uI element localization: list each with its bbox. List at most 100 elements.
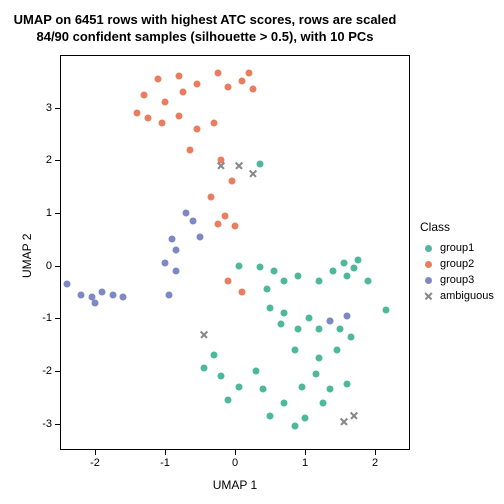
data-point-group3 xyxy=(197,233,204,240)
legend-label: ambiguous xyxy=(440,290,494,302)
data-point-group2 xyxy=(214,220,221,227)
legend-item-ambiguous: ambiguous xyxy=(420,288,494,304)
y-tick-label: 1 xyxy=(32,207,52,219)
data-point-group3 xyxy=(165,291,172,298)
data-point-group2 xyxy=(232,223,239,230)
data-point-group1 xyxy=(302,415,309,422)
x-tick-label: 1 xyxy=(302,457,308,469)
x-tick-label: 2 xyxy=(372,457,378,469)
data-point-group1 xyxy=(305,315,312,322)
data-point-group1 xyxy=(211,352,218,359)
legend-item-group2: group2 xyxy=(420,256,494,272)
data-point-group2 xyxy=(155,75,162,82)
data-point-group1 xyxy=(263,286,270,293)
data-point-group1 xyxy=(365,278,372,285)
legend: Class group1group2group3ambiguous xyxy=(420,220,494,304)
data-point-group1 xyxy=(295,273,302,280)
legend-label: group3 xyxy=(440,274,474,286)
data-point-group3 xyxy=(162,260,169,267)
data-point-group1 xyxy=(225,396,232,403)
x-tick xyxy=(235,450,236,455)
title-line-1: UMAP on 6451 rows with highest ATC score… xyxy=(0,12,410,29)
data-point-group1 xyxy=(270,267,277,274)
data-point-group3 xyxy=(120,294,127,301)
data-point-group1 xyxy=(326,386,333,393)
data-point-ambiguous xyxy=(234,161,243,170)
data-point-group1 xyxy=(354,257,361,264)
data-point-group1 xyxy=(312,370,319,377)
data-point-group1 xyxy=(319,399,326,406)
data-point-group1 xyxy=(316,325,323,332)
data-point-group1 xyxy=(333,346,340,353)
data-point-group2 xyxy=(193,80,200,87)
y-tick-label: -1 xyxy=(32,312,52,324)
data-point-group1 xyxy=(316,278,323,285)
legend-symbol xyxy=(420,256,436,272)
data-point-group2 xyxy=(225,278,232,285)
data-point-group2 xyxy=(179,88,186,95)
data-point-group1 xyxy=(351,265,358,272)
data-point-group1 xyxy=(253,368,260,375)
data-point-group2 xyxy=(249,86,256,93)
data-point-group2 xyxy=(134,109,141,116)
title-line-2: 84/90 confident samples (silhouette > 0.… xyxy=(0,29,410,46)
data-point-group3 xyxy=(344,312,351,319)
data-point-group2 xyxy=(176,73,183,80)
data-point-group1 xyxy=(218,373,225,380)
data-point-group1 xyxy=(235,383,242,390)
y-tick-label: -2 xyxy=(32,365,52,377)
data-point-group2 xyxy=(207,194,214,201)
data-point-group1 xyxy=(340,260,347,267)
data-point-group1 xyxy=(344,273,351,280)
data-point-group2 xyxy=(176,112,183,119)
data-point-group1 xyxy=(281,399,288,406)
data-point-group2 xyxy=(162,99,169,106)
x-tick-label: -1 xyxy=(160,457,170,469)
x-tick xyxy=(305,450,306,455)
data-point-group2 xyxy=(239,78,246,85)
data-point-group2 xyxy=(211,120,218,127)
data-point-group3 xyxy=(109,291,116,298)
data-point-ambiguous xyxy=(350,411,359,420)
data-point-group2 xyxy=(239,289,246,296)
data-point-group1 xyxy=(316,354,323,361)
data-point-group1 xyxy=(337,325,344,332)
legend-item-group1: group1 xyxy=(420,240,494,256)
data-point-group2 xyxy=(221,212,228,219)
y-tick-label: 3 xyxy=(32,102,52,114)
data-point-group1 xyxy=(267,304,274,311)
data-point-group1 xyxy=(256,161,263,168)
x-tick-label: -2 xyxy=(90,457,100,469)
data-point-group1 xyxy=(277,320,284,327)
data-point-group1 xyxy=(235,262,242,269)
data-point-group2 xyxy=(246,70,253,77)
x-tick-label: 0 xyxy=(232,457,238,469)
data-point-group2 xyxy=(214,70,221,77)
x-tick xyxy=(95,450,96,455)
data-point-group2 xyxy=(186,146,193,153)
data-point-group1 xyxy=(260,386,267,393)
data-point-group1 xyxy=(291,423,298,430)
data-point-group1 xyxy=(256,264,263,271)
data-point-group3 xyxy=(183,210,190,217)
data-point-ambiguous xyxy=(248,169,257,178)
data-point-group1 xyxy=(281,310,288,317)
data-point-group1 xyxy=(347,333,354,340)
data-point-group3 xyxy=(99,289,106,296)
data-point-group3 xyxy=(172,267,179,274)
data-point-group2 xyxy=(158,120,165,127)
data-point-group2 xyxy=(225,83,232,90)
y-tick-label: 2 xyxy=(32,154,52,166)
data-point-group3 xyxy=(190,217,197,224)
data-point-group2 xyxy=(228,178,235,185)
y-tick xyxy=(55,424,60,425)
legend-label: group2 xyxy=(440,258,474,270)
data-point-group1 xyxy=(382,307,389,314)
data-point-group1 xyxy=(298,383,305,390)
data-point-ambiguous xyxy=(199,330,208,339)
data-point-group3 xyxy=(64,281,71,288)
x-tick xyxy=(165,450,166,455)
legend-symbol xyxy=(420,240,436,256)
x-axis-label: UMAP 1 xyxy=(60,478,410,492)
y-tick xyxy=(55,213,60,214)
